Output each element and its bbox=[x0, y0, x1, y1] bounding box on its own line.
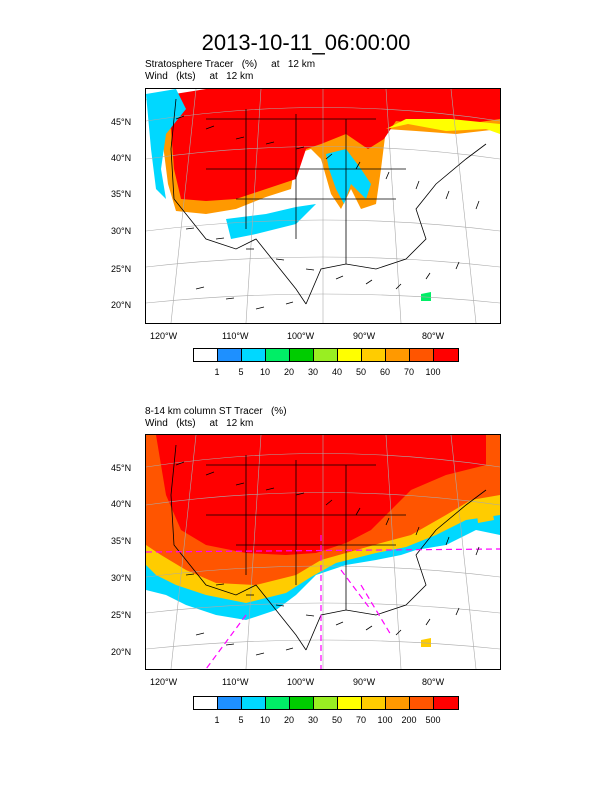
legend1-swatch-8 bbox=[386, 349, 410, 361]
legend2-swatch-0 bbox=[194, 697, 218, 709]
panel1-map-graphic bbox=[146, 89, 500, 323]
legend1-label: 20 bbox=[283, 367, 294, 377]
legend2-swatch-4 bbox=[290, 697, 314, 709]
legend1-label: 10 bbox=[259, 367, 270, 377]
legend1-label: 30 bbox=[307, 367, 318, 377]
panel1-lon-120: 120°W bbox=[150, 331, 178, 341]
legend1-swatch-2 bbox=[242, 349, 266, 361]
legend1-swatch-3 bbox=[266, 349, 290, 361]
legend2-label: 200 bbox=[401, 715, 417, 725]
panel1-lat-25: 25°N bbox=[111, 264, 132, 274]
panel1-lon-110: 110°W bbox=[222, 331, 249, 341]
panel1-legend-bar bbox=[193, 348, 459, 362]
legend1-swatch-1 bbox=[218, 349, 242, 361]
legend2-swatch-10 bbox=[434, 697, 458, 709]
panel2-subtitle-1: 8-14 km column ST Tracer (%) bbox=[145, 406, 287, 417]
legend1-swatch-9 bbox=[410, 349, 434, 361]
panel2-lon-110: 110°W bbox=[222, 677, 249, 687]
legend2-swatch-6 bbox=[338, 697, 362, 709]
panel1-lat-40: 40°N bbox=[111, 153, 132, 163]
panel2-lon-120: 120°W bbox=[150, 677, 178, 687]
panel1-lon-80: 80°W bbox=[422, 331, 445, 341]
legend2-label: 10 bbox=[259, 715, 270, 725]
legend1-label: 1 bbox=[214, 367, 220, 377]
legend1-swatch-4 bbox=[290, 349, 314, 361]
panel1-lon-100: 100°W bbox=[287, 331, 315, 341]
legend1-swatch-7 bbox=[362, 349, 386, 361]
panel1-lon-90: 90°W bbox=[353, 331, 376, 341]
panel2-map-graphic bbox=[146, 435, 500, 669]
legend2-label: 20 bbox=[283, 715, 294, 725]
panel1-lat-35: 35°N bbox=[111, 189, 132, 199]
legend2-swatch-1 bbox=[218, 697, 242, 709]
panel2-lon-90: 90°W bbox=[353, 677, 376, 687]
legend2-label: 1 bbox=[214, 715, 220, 725]
legend2-label: 500 bbox=[425, 715, 441, 725]
legend1-swatch-5 bbox=[314, 349, 338, 361]
panel1-lat-30: 30°N bbox=[111, 226, 132, 236]
legend1-swatch-6 bbox=[338, 349, 362, 361]
panel1-map bbox=[145, 88, 501, 324]
panel1-subtitle-1: Stratosphere Tracer (%) at 12 km bbox=[145, 59, 316, 70]
panel1-subtitle-2: Wind (kts) at 12 km bbox=[145, 71, 254, 82]
legend2-swatch-7 bbox=[362, 697, 386, 709]
panel2-legend-bar bbox=[193, 696, 459, 710]
legend2-swatch-8 bbox=[386, 697, 410, 709]
panel2-lat-20: 20°N bbox=[111, 647, 132, 657]
panel1-lat-45: 45°N bbox=[111, 117, 132, 127]
panel2-subtitle-2: Wind (kts) at 12 km bbox=[145, 418, 254, 429]
panel2-lat-30: 30°N bbox=[111, 573, 132, 583]
legend1-label: 60 bbox=[379, 367, 390, 377]
legend1-label: 100 bbox=[425, 367, 441, 377]
legend1-swatch-10 bbox=[434, 349, 458, 361]
legend1-label: 50 bbox=[355, 367, 366, 377]
panel2-lon-100: 100°W bbox=[287, 677, 315, 687]
panel1-lat-20: 20°N bbox=[111, 300, 132, 310]
panel2-lon-80: 80°W bbox=[422, 677, 445, 687]
legend1-label: 5 bbox=[238, 367, 244, 377]
legend2-label: 70 bbox=[355, 715, 366, 725]
legend2-label: 100 bbox=[377, 715, 393, 725]
legend2-label: 50 bbox=[331, 715, 342, 725]
panel2-lat-40: 40°N bbox=[111, 499, 132, 509]
legend2-swatch-9 bbox=[410, 697, 434, 709]
panel2-map bbox=[145, 434, 501, 670]
legend2-label: 5 bbox=[238, 715, 244, 725]
legend2-swatch-5 bbox=[314, 697, 338, 709]
panel2-lat-25: 25°N bbox=[111, 610, 132, 620]
page-title: 2013-10-11_06:00:00 bbox=[201, 30, 411, 55]
legend2-label: 30 bbox=[307, 715, 318, 725]
panel2-lat-35: 35°N bbox=[111, 536, 132, 546]
legend1-label: 40 bbox=[331, 367, 342, 377]
legend1-swatch-0 bbox=[194, 349, 218, 361]
legend2-swatch-3 bbox=[266, 697, 290, 709]
panel2-lat-45: 45°N bbox=[111, 463, 132, 473]
legend1-label: 70 bbox=[403, 367, 414, 377]
legend2-swatch-2 bbox=[242, 697, 266, 709]
